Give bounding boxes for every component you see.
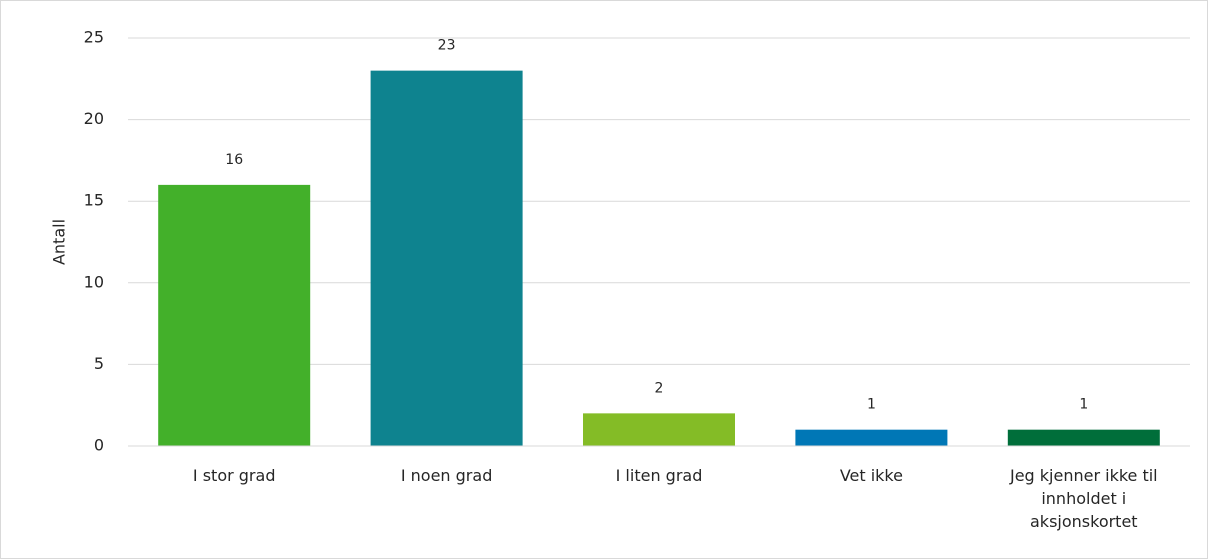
y-tick-label: 10 bbox=[84, 272, 104, 291]
label-line: aksjonskortet bbox=[1030, 512, 1138, 531]
label-line: I liten grad bbox=[616, 466, 703, 485]
x-tick-label: Vet ikke bbox=[840, 466, 903, 485]
data-label: 1 bbox=[1079, 397, 1088, 413]
label-line: Vet ikke bbox=[840, 466, 903, 485]
bar bbox=[158, 184, 311, 446]
label-line: innholdet i bbox=[1041, 489, 1126, 508]
x-tick-label: I noen grad bbox=[401, 466, 493, 485]
y-axis-label: Antall bbox=[50, 219, 69, 265]
bar bbox=[795, 429, 948, 446]
data-label: 1 bbox=[867, 397, 876, 413]
y-tick-label: 25 bbox=[84, 28, 104, 47]
data-label: 23 bbox=[438, 38, 456, 54]
y-tick-label: 20 bbox=[84, 109, 104, 128]
label-line: I stor grad bbox=[193, 466, 276, 485]
data-label: 16 bbox=[225, 152, 243, 168]
x-tick-label: Jeg kjenner ikke til innholdet i aksjonsko… bbox=[1009, 466, 1158, 531]
x-tick-label: I liten grad bbox=[616, 466, 703, 485]
y-tick-label: 5 bbox=[94, 354, 104, 373]
x-tick-label: I stor grad bbox=[193, 466, 276, 485]
bar bbox=[370, 70, 523, 446]
bar bbox=[1007, 429, 1160, 446]
bar bbox=[583, 413, 735, 446]
label-line: Jeg kjenner ikke til bbox=[1009, 466, 1158, 485]
y-tick-label: 15 bbox=[84, 191, 104, 210]
label-line: I noen grad bbox=[401, 466, 493, 485]
y-tick-label: 0 bbox=[94, 436, 104, 455]
data-label: 2 bbox=[655, 380, 664, 396]
